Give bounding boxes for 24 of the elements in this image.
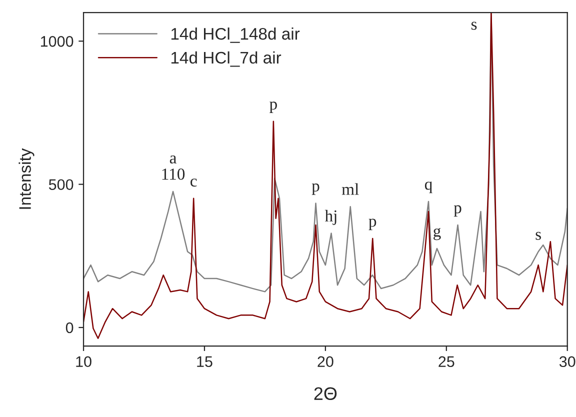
- x-tick-label: 25: [438, 356, 454, 368]
- annotation: p: [270, 102, 277, 113]
- annotation: c: [190, 178, 197, 187]
- annotation: s: [536, 232, 541, 240]
- x-tick-label: 10: [76, 356, 92, 368]
- legend-label: 14d HCl_148d air: [171, 28, 300, 43]
- y-tick-label: 500: [48, 179, 74, 190]
- annotation: p: [312, 183, 320, 195]
- annotation: p: [368, 218, 376, 230]
- annotation: hj: [324, 210, 336, 225]
- legend-label: 14d HCl_7d air: [171, 51, 282, 67]
- annotation: s: [471, 22, 477, 30]
- x-axis-title: 2Θ: [314, 387, 337, 400]
- annotation: p: [454, 205, 462, 217]
- x-tick-label: 15: [197, 356, 212, 368]
- annotation: ml: [342, 183, 359, 195]
- y-axis-title: Intensity: [18, 148, 34, 209]
- x-tick-label: 20: [318, 356, 334, 368]
- annotation: g: [434, 228, 441, 240]
- annotation: a 110: [162, 156, 185, 180]
- y-tick-label: 1000: [40, 36, 74, 47]
- y-tick-label: 0: [66, 322, 74, 334]
- annotation: q: [424, 182, 432, 194]
- x-tick-label: 30: [559, 356, 576, 368]
